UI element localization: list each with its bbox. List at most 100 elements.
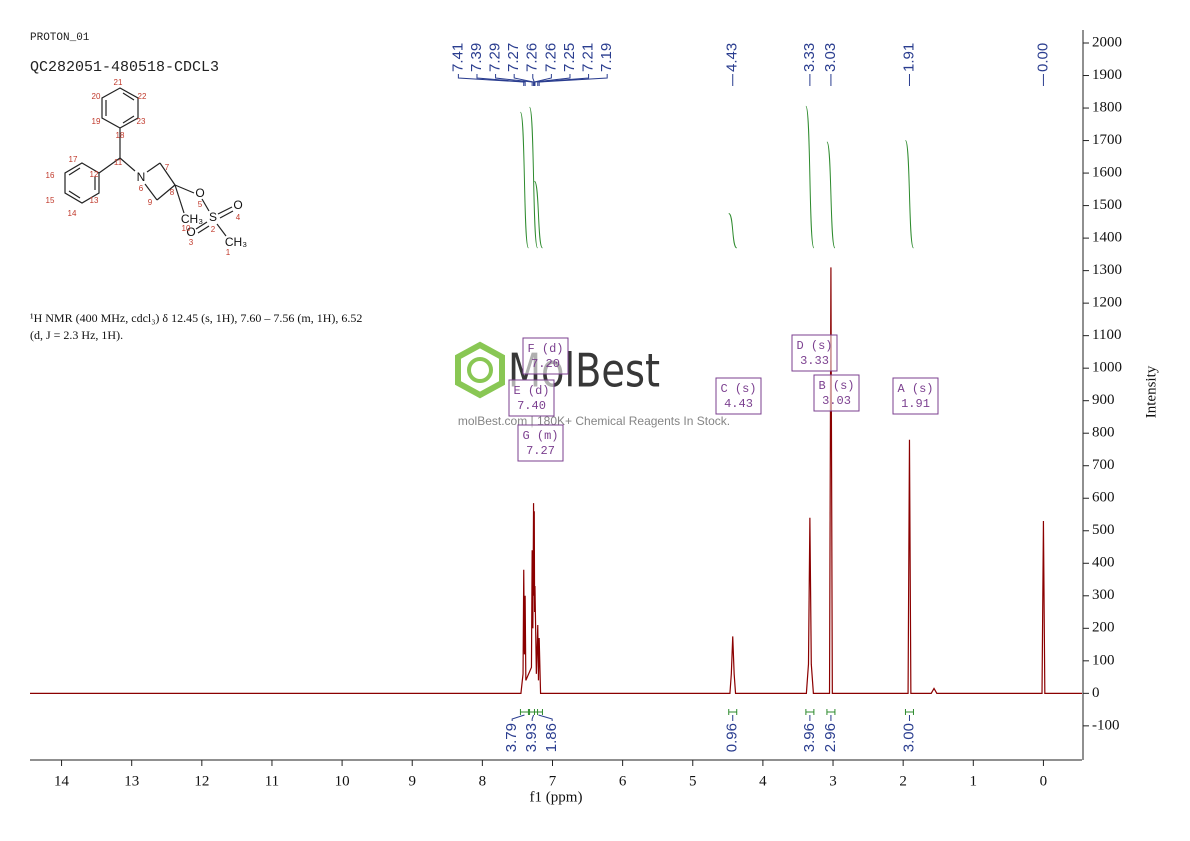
multiplet-name: F (d): [527, 342, 563, 356]
integral-curve: [826, 141, 836, 249]
x-tick-label: 1: [970, 773, 978, 789]
y-tick-label: -100: [1092, 717, 1120, 733]
integral-curve: [805, 105, 815, 249]
x-tick-label: 7: [549, 773, 557, 789]
experiment-name: PROTON_01: [30, 32, 90, 44]
multiplet-shift: 4.43: [724, 397, 753, 411]
multiplet-box: [508, 379, 555, 417]
integral-pointer: [531, 714, 535, 721]
y-tick-label: 1900: [1092, 67, 1122, 83]
atom-number: 3: [189, 238, 194, 247]
integral-label: 2.96: [822, 723, 839, 752]
y-tick-label: 300: [1092, 587, 1115, 603]
y-axis-label: Intensity: [1143, 365, 1159, 418]
x-tick-label: 13: [124, 773, 139, 789]
multiplet-box: [813, 374, 860, 412]
integral-label: 0.96: [724, 723, 741, 752]
atom-number: 17: [69, 155, 78, 164]
integral-label: 3.93: [523, 723, 540, 752]
bond: [216, 223, 227, 237]
atom-number: 10: [182, 224, 191, 233]
y-tick-label: 400: [1092, 555, 1115, 571]
atom-number: 11: [114, 158, 123, 167]
atom-label: CH₃: [225, 235, 247, 249]
integral-pointer: [538, 714, 553, 721]
atom-number: 21: [114, 78, 123, 87]
peak-label: 3.03: [822, 43, 839, 72]
integral-range: [728, 709, 738, 715]
peak-label: 3.33: [801, 43, 818, 72]
multiplet-box: [522, 337, 569, 375]
atom-number: 23: [137, 117, 146, 126]
bond: [68, 167, 81, 176]
x-axis-label: f1 (ppm): [530, 789, 583, 805]
watermark-tagline: molBest.com | 180K+ Chemical Reagents In…: [458, 414, 730, 428]
x-tick-label: 9: [408, 773, 416, 789]
atom-number: 5: [198, 200, 203, 209]
multiplet-shift: 7.27: [526, 444, 555, 458]
atom-number: 9: [148, 198, 153, 207]
atom-number: 19: [92, 117, 101, 126]
multiplet-name: C (s): [720, 382, 756, 396]
y-tick-label: 500: [1092, 522, 1115, 538]
integral-curve: [533, 180, 543, 249]
y-tick-label: 1200: [1092, 295, 1122, 311]
integral-curve: [529, 106, 539, 249]
peak-label: 7.29: [487, 43, 504, 72]
bond: [98, 157, 121, 174]
x-tick-label: 12: [194, 773, 209, 789]
bond: [146, 162, 161, 173]
integral-range: [805, 709, 815, 715]
integral-pointer: [511, 714, 525, 721]
peak-pointer: [457, 74, 525, 86]
atom-label: S: [209, 210, 217, 224]
integral-label: 3.79: [503, 723, 520, 752]
sample-name: QC282051-480518-CDCL3: [30, 59, 219, 76]
x-tick-label: 4: [759, 773, 767, 789]
peak-pointer: [534, 74, 571, 86]
atom-number: 8: [170, 188, 175, 197]
logo: [455, 341, 505, 399]
y-tick-label: 1100: [1092, 327, 1121, 343]
multiplet-name: E (d): [513, 384, 549, 398]
peak-label: 7.21: [580, 43, 597, 72]
y-tick-label: 100: [1092, 652, 1115, 668]
peak-label: 7.25: [561, 43, 578, 72]
integral-curve: [728, 213, 738, 249]
integral-range: [904, 709, 914, 715]
peak-label: 1.91: [900, 43, 917, 72]
peak-pointer: [538, 74, 608, 86]
y-tick-label: 700: [1092, 457, 1115, 473]
multiplet-shift: 3.03: [822, 394, 851, 408]
y-tick-label: 0: [1092, 685, 1100, 701]
x-tick-label: 8: [479, 773, 487, 789]
y-tick-label: 2000: [1092, 34, 1122, 50]
y-tick-label: 600: [1092, 490, 1115, 506]
bond: [156, 184, 176, 201]
peak-pointer: [513, 74, 535, 86]
peak-label: 7.39: [468, 43, 485, 72]
atom-label: N: [137, 170, 146, 184]
ring: [64, 162, 100, 204]
multiplet-box: [517, 424, 564, 462]
x-tick-label: 10: [335, 773, 350, 789]
integral-label: 1.86: [543, 723, 560, 752]
x-tick-label: 3: [829, 773, 837, 789]
multiplet-name: D (s): [796, 339, 832, 353]
multiplet-shift: 7.20: [531, 357, 560, 371]
multiplet-name: A (s): [897, 382, 933, 396]
atom-number: 16: [46, 171, 55, 180]
atom-number: 1: [226, 248, 231, 257]
bond: [119, 157, 136, 172]
y-tick-label: 1800: [1092, 99, 1122, 115]
description: ¹H NMR (400 MHz, cdcl₃) δ 12.45 (s, 1H),…: [30, 311, 362, 325]
bond: [219, 210, 234, 219]
atom-number: 15: [46, 196, 55, 205]
x-tick-label: 14: [54, 773, 70, 789]
atom-number: 7: [165, 163, 170, 172]
atom-number: 20: [92, 92, 101, 101]
peak-pointer: [537, 74, 590, 86]
multiplet-box: [791, 334, 838, 372]
